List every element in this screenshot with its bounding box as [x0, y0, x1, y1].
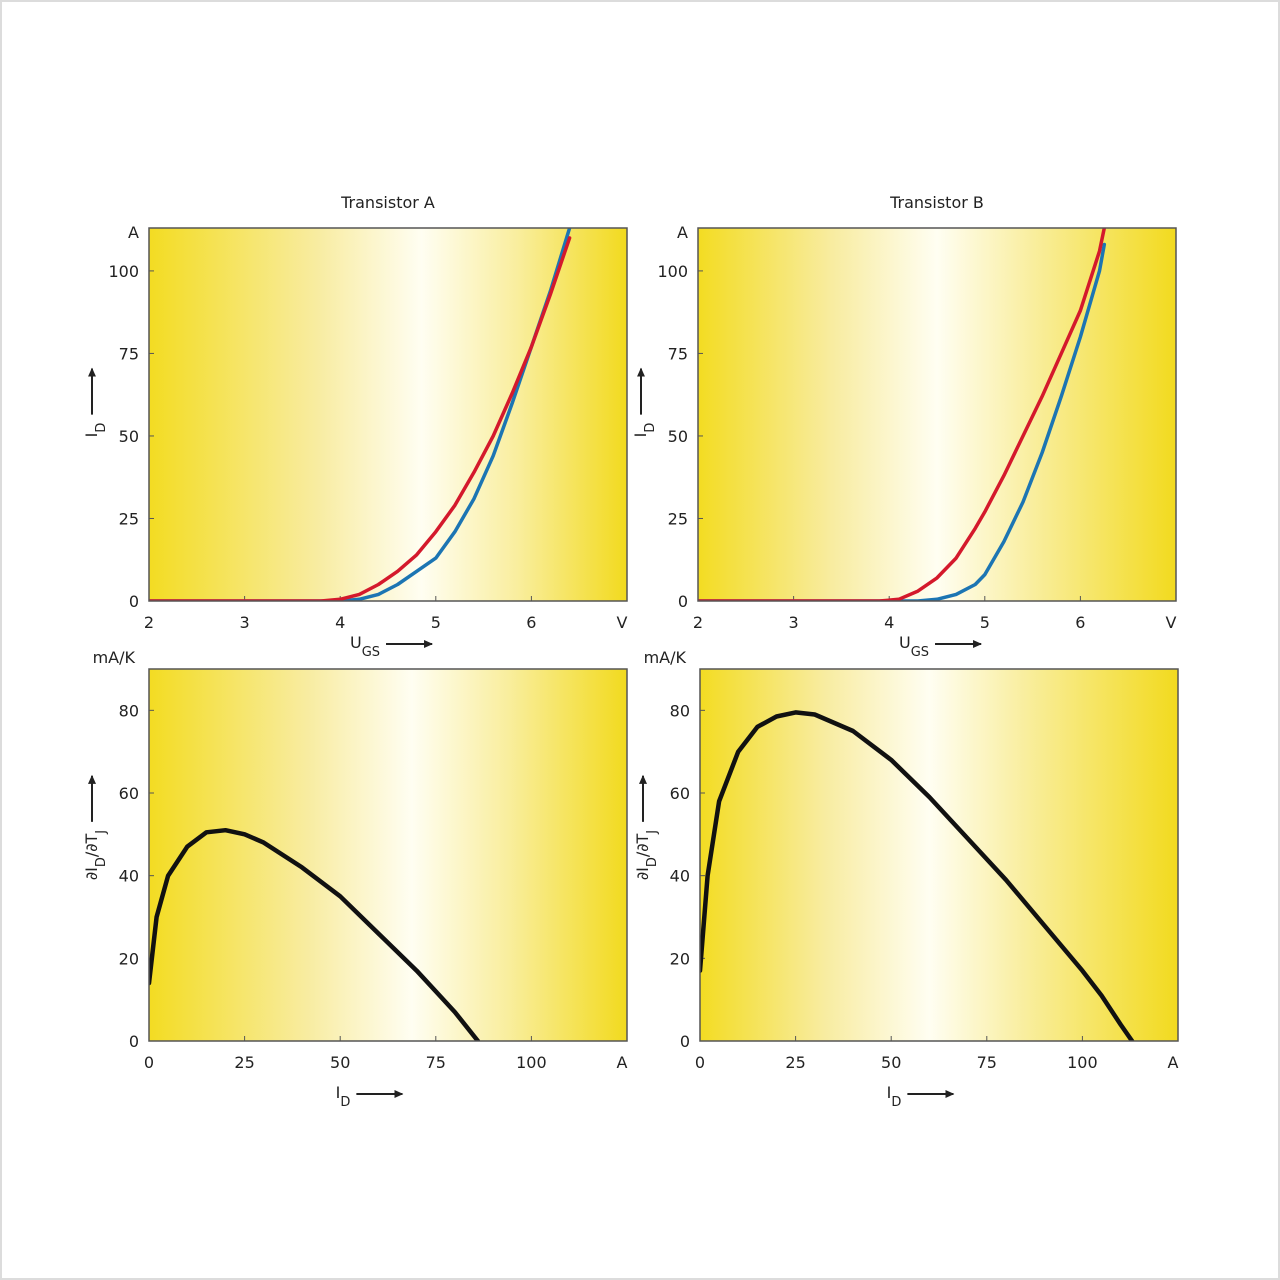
axis-label: UGS	[899, 633, 929, 660]
y-tick-label: 60	[119, 784, 139, 803]
axis-label-sub: GS	[911, 645, 929, 660]
data-line	[149, 827, 481, 1041]
y-tick-label: 100	[657, 262, 688, 281]
y-tick-label: 40	[670, 867, 690, 886]
x-tick-label: 6	[526, 613, 536, 632]
axis-label: ID	[336, 1083, 351, 1110]
plot-area	[149, 228, 627, 601]
y-tick-label: 0	[680, 1032, 690, 1051]
y-tick-label: 20	[119, 949, 139, 968]
y-unit: A	[128, 223, 139, 242]
y-unit: mA/K	[93, 648, 136, 667]
axis-label: ID	[82, 423, 109, 438]
plot-area	[149, 669, 627, 1041]
data-line	[698, 228, 1107, 601]
x-tick-label: 75	[977, 1053, 997, 1072]
x-tick-label: 4	[335, 613, 345, 632]
x-tick-label: 0	[695, 1053, 705, 1072]
axis-label-sub: J	[645, 830, 660, 835]
x-tick-label: 2	[693, 613, 703, 632]
y-tick-label: 0	[129, 1032, 139, 1051]
y-tick-label: 75	[668, 344, 688, 363]
axis-label-main: I	[887, 1083, 892, 1102]
axis-label-sub: D	[645, 857, 660, 867]
data-line	[698, 242, 1107, 601]
x-unit: V	[617, 613, 628, 632]
plot-border	[699, 668, 1179, 1042]
y-tick-label: 0	[129, 592, 139, 611]
x-tick-label: 0	[144, 1053, 154, 1072]
chart-title: Transistor A	[340, 193, 435, 212]
x-tick-label: 75	[426, 1053, 446, 1072]
y-tick-label: 0	[678, 592, 688, 611]
x-tick-label: 25	[234, 1053, 254, 1072]
y-tick-label: 50	[668, 427, 688, 446]
x-tick-label: 5	[980, 613, 990, 632]
axis-label: ID	[887, 1083, 902, 1110]
x-tick-label: 5	[431, 613, 441, 632]
y-unit: A	[677, 223, 688, 242]
data-line	[700, 710, 1135, 1041]
x-tick-label: 3	[240, 613, 250, 632]
x-tick-label: 2	[144, 613, 154, 632]
axis-label: ID	[631, 423, 658, 438]
y-tick-label: 25	[119, 509, 139, 528]
y-tick-label: 20	[670, 949, 690, 968]
plot-area	[698, 228, 1176, 601]
axis-label-main: /∂T	[82, 833, 101, 857]
x-tick-label: 100	[516, 1053, 547, 1072]
axis-label-sub: D	[94, 423, 109, 433]
axis-label-sub: GS	[362, 645, 380, 660]
x-tick-label: 3	[789, 613, 799, 632]
x-tick-label: 50	[881, 1053, 901, 1072]
axis-label-main: I	[336, 1083, 341, 1102]
x-unit: A	[1168, 1053, 1179, 1072]
y-tick-label: 25	[668, 509, 688, 528]
y-tick-label: 80	[670, 701, 690, 720]
x-tick-label: 50	[330, 1053, 350, 1072]
x-tick-label: 100	[1067, 1053, 1098, 1072]
y-tick-label: 50	[119, 427, 139, 446]
plot-border	[148, 227, 628, 602]
data-line	[149, 228, 572, 601]
x-unit: A	[617, 1053, 628, 1072]
axis-label: ∂ID/∂TJ	[82, 830, 109, 880]
axis-label-sub: D	[643, 423, 658, 433]
x-unit: V	[1166, 613, 1177, 632]
axis-label-main: I	[631, 433, 650, 438]
chart-title: Transistor B	[889, 193, 984, 212]
axis-label-main: I	[82, 433, 101, 438]
y-tick-label: 80	[119, 701, 139, 720]
y-unit: mA/K	[644, 648, 687, 667]
axis-label-main: ∂I	[82, 867, 101, 880]
y-tick-label: 40	[119, 867, 139, 886]
axis-label-sub: D	[891, 1095, 901, 1110]
x-tick-label: 4	[884, 613, 894, 632]
y-tick-label: 100	[108, 262, 139, 281]
axis-label-main: U	[899, 633, 911, 652]
data-line	[149, 236, 572, 601]
plot-area	[700, 669, 1178, 1041]
plot-border	[148, 668, 628, 1042]
axis-label: ∂ID/∂TJ	[633, 830, 660, 880]
axis-label-sub: D	[340, 1095, 350, 1110]
axis-label: UGS	[350, 633, 380, 660]
axis-label-sub: D	[94, 857, 109, 867]
x-tick-label: 25	[785, 1053, 805, 1072]
plot-border	[697, 227, 1177, 602]
axis-label-main: /∂T	[633, 833, 652, 857]
y-tick-label: 60	[670, 784, 690, 803]
axis-label-main: U	[350, 633, 362, 652]
axis-label-sub: J	[94, 830, 109, 835]
y-tick-label: 75	[119, 344, 139, 363]
axis-label-main: ∂I	[633, 867, 652, 880]
x-tick-label: 6	[1075, 613, 1085, 632]
